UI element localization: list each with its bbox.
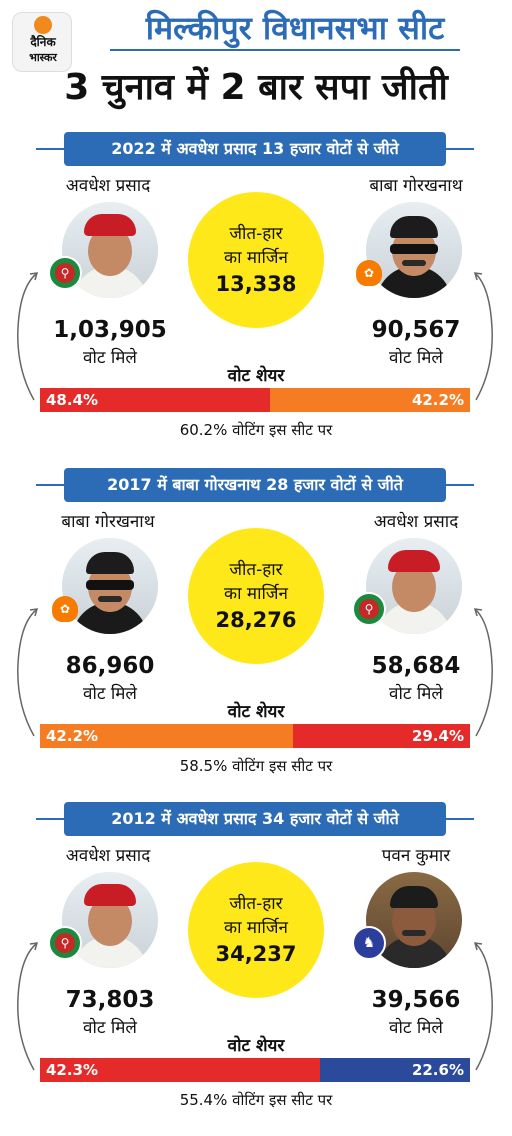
page-subtitle: 3 चुनाव में 2 बार सपा जीती [64,67,448,108]
margin-circle: जीत-हार का मार्जिन 28,276 [188,528,324,664]
winner-votes: 73,803 [65,987,155,1013]
vote-share-bar: 48.4% 42.2% [40,388,470,412]
runnerup-share-segment: 22.6% [320,1058,470,1082]
section-banner: 2022 में अवधेश प्रसाद 13 हजार वोटों से ज… [36,132,474,166]
sun-icon [34,16,52,34]
turnout-text: 55.4% वोटिंग इस सीट पर [179,1091,333,1109]
winner-name: बाबा गोरखनाथ [61,512,155,532]
vote-share-label: वोट शेयर [227,366,285,386]
winner-share-segment: 48.4% [40,388,270,412]
margin-value: 28,276 [215,608,297,632]
sp-symbol-icon: ⚲ [48,926,82,960]
candidate-photo-baba [366,202,462,298]
candidate-photo-baba [62,538,158,634]
margin-value: 13,338 [215,272,297,296]
vote-share-label: वोट शेयर [227,1036,285,1056]
election-section-2012: 2012 में अवधेश प्रसाद 34 हजार वोटों से ज… [0,798,512,1128]
runnerup-name: बाबा गोरखनाथ [369,176,463,196]
runnerup-share-segment: 42.2% [269,388,470,412]
winner-share-segment: 42.3% [40,1058,321,1082]
vote-share-bar: 42.2% 29.4% [40,724,470,748]
winner-votes-label: वोट मिले [83,1018,137,1038]
runnerup-votes-label: वोट मिले [389,684,443,704]
runnerup-votes: 39,566 [371,987,461,1013]
dainik-bhaskar-logo: दैनिक भास्कर [12,12,72,72]
vote-share-bar: 42.3% 22.6% [40,1058,470,1082]
runnerup-votes-label: वोट मिले [389,1018,443,1038]
runnerup-name: पवन कुमार [381,846,451,866]
margin-label-line2: का मार्जिन [224,918,288,938]
bsp-symbol-icon: ♞ [352,926,386,960]
vote-share-label: वोट शेयर [227,702,285,722]
page-title: मिल्कीपुर विधानसभा सीट [145,9,445,47]
turnout-text: 60.2% वोटिंग इस सीट पर [179,421,333,439]
runnerup-name: अवधेश प्रसाद [373,512,459,532]
header: दैनिक भास्कर मिल्कीपुर विधानसभा सीट 3 चु… [0,0,512,120]
margin-label-line1: जीत-हार [229,560,283,580]
bjp-symbol-icon: ✿ [352,256,386,290]
margin-label-line1: जीत-हार [229,894,283,914]
winner-votes-label: वोट मिले [83,348,137,368]
runnerup-share-segment: 29.4% [293,724,470,748]
bjp-symbol-icon: ✿ [48,592,82,626]
runnerup-votes-label: वोट मिले [389,348,443,368]
winner-votes: 1,03,905 [53,317,167,343]
winner-name: अवधेश प्रसाद [65,846,151,866]
winner-share-segment: 42.2% [40,724,294,748]
logo-line2: भास्कर [29,51,57,64]
section-banner: 2012 में अवधेश प्रसाद 34 हजार वोटों से ज… [36,802,474,836]
logo-line1: दैनिक [30,35,56,49]
title-underline [110,49,460,51]
winner-votes-label: वोट मिले [83,684,137,704]
turnout-text: 58.5% वोटिंग इस सीट पर [179,757,333,775]
margin-value: 34,237 [215,942,297,966]
section-banner: 2017 में बाबा गोरखनाथ 28 हजार वोटों से ज… [36,468,474,502]
margin-label-line2: का मार्जिन [224,248,288,268]
sp-symbol-icon: ⚲ [48,256,82,290]
runnerup-votes: 90,567 [371,317,461,343]
sp-symbol-icon: ⚲ [352,592,386,626]
margin-circle: जीत-हार का मार्जिन 13,338 [188,192,324,328]
margin-circle: जीत-हार का मार्जिन 34,237 [188,862,324,998]
runnerup-votes: 58,684 [371,653,461,679]
winner-votes: 86,960 [65,653,155,679]
election-section-2017: 2017 में बाबा गोरखनाथ 28 हजार वोटों से ज… [0,464,512,794]
margin-label-line1: जीत-हार [229,224,283,244]
election-section-2022: 2022 में अवधेश प्रसाद 13 हजार वोटों से ज… [0,128,512,458]
winner-name: अवधेश प्रसाद [65,176,151,196]
margin-label-line2: का मार्जिन [224,584,288,604]
